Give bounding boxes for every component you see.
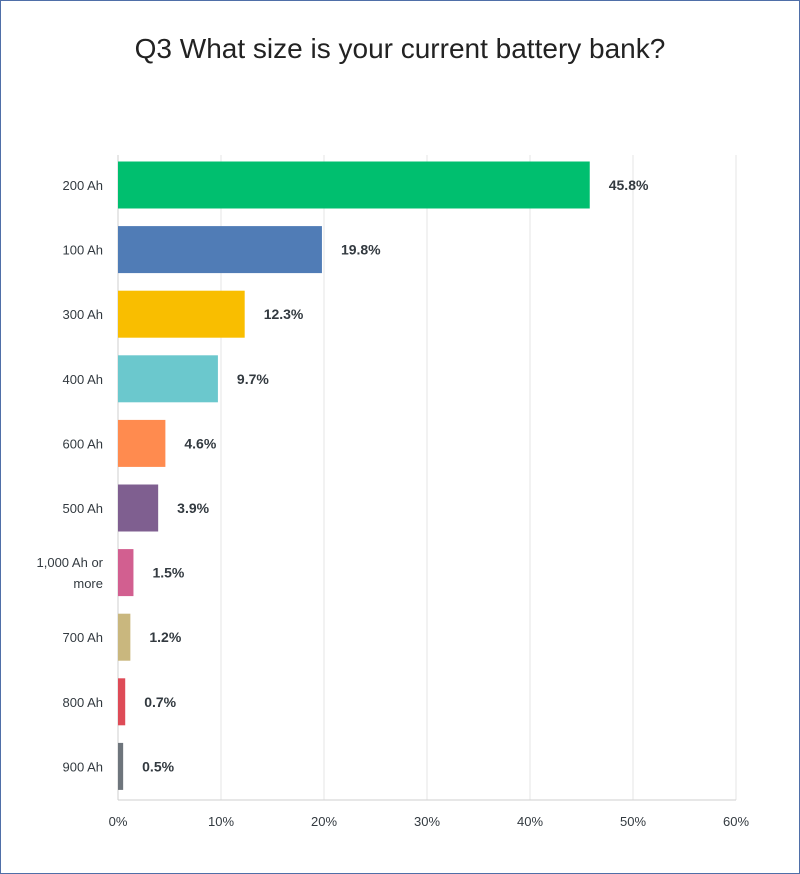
bar [118, 678, 126, 726]
bar [118, 613, 131, 661]
bar [118, 290, 245, 338]
bar [118, 419, 166, 467]
x-tick-label: 20% [311, 814, 337, 829]
category-labels: 200 Ah 100 Ah 300 Ah 400 Ah 600 Ah 500 Ah 1,00… [37, 178, 104, 774]
value-label: 45.8% [609, 177, 649, 193]
value-label: 19.8% [341, 242, 381, 258]
value-label: 1.2% [149, 629, 181, 645]
x-tick-label: 60% [723, 814, 749, 829]
category-label-line: 100 Ah [63, 243, 104, 258]
category-label-line: 1,000 Ah or [37, 555, 104, 570]
x-tick-label: 50% [620, 814, 646, 829]
bar [118, 484, 159, 532]
value-label: 0.7% [144, 694, 176, 710]
category-label: 400 Ah [63, 372, 104, 387]
category-label-line: 800 Ah [63, 695, 104, 710]
bar [118, 226, 322, 274]
category-label-line: 400 Ah [63, 372, 104, 387]
value-label: 9.7% [237, 371, 269, 387]
value-labels: 45.8% 19.8% 12.3% 9.7% 4.6% 3.9% 1.5% 1.2% 0.7% 0… [142, 177, 649, 774]
x-tick-label: 0% [109, 814, 128, 829]
bar [118, 742, 124, 790]
value-label: 0.5% [142, 758, 174, 774]
value-label: 4.6% [184, 435, 216, 451]
category-label: 900 Ah [63, 759, 104, 774]
category-label-line: 300 Ah [63, 307, 104, 322]
category-label: 100 Ah [63, 243, 104, 258]
category-label-line: 700 Ah [63, 630, 104, 645]
category-label-line: 900 Ah [63, 759, 104, 774]
category-label-line: 500 Ah [63, 501, 104, 516]
x-tick-label: 30% [414, 814, 440, 829]
bars [118, 161, 590, 790]
category-label: 1,000 Ah or more [37, 555, 104, 591]
category-label-line: more [73, 576, 103, 591]
category-label: 800 Ah [63, 695, 104, 710]
bar [118, 161, 590, 209]
bar [118, 549, 134, 597]
chart-title: Q3 What size is your current battery ban… [134, 33, 666, 64]
category-label-line: 200 Ah [63, 178, 104, 193]
category-label: 200 Ah [63, 178, 104, 193]
x-tick-label: 10% [208, 814, 234, 829]
value-label: 3.9% [177, 500, 209, 516]
category-label: 300 Ah [63, 307, 104, 322]
category-label: 500 Ah [63, 501, 104, 516]
x-tick-label: 40% [517, 814, 543, 829]
value-label: 1.5% [152, 565, 184, 581]
category-label: 600 Ah [63, 436, 104, 451]
value-label: 12.3% [264, 306, 304, 322]
bar [118, 355, 218, 403]
category-label-line: 600 Ah [63, 436, 104, 451]
x-axis-ticks: 0% 10% 20% 30% 40% 50% 60% [109, 814, 750, 829]
category-label: 700 Ah [63, 630, 104, 645]
